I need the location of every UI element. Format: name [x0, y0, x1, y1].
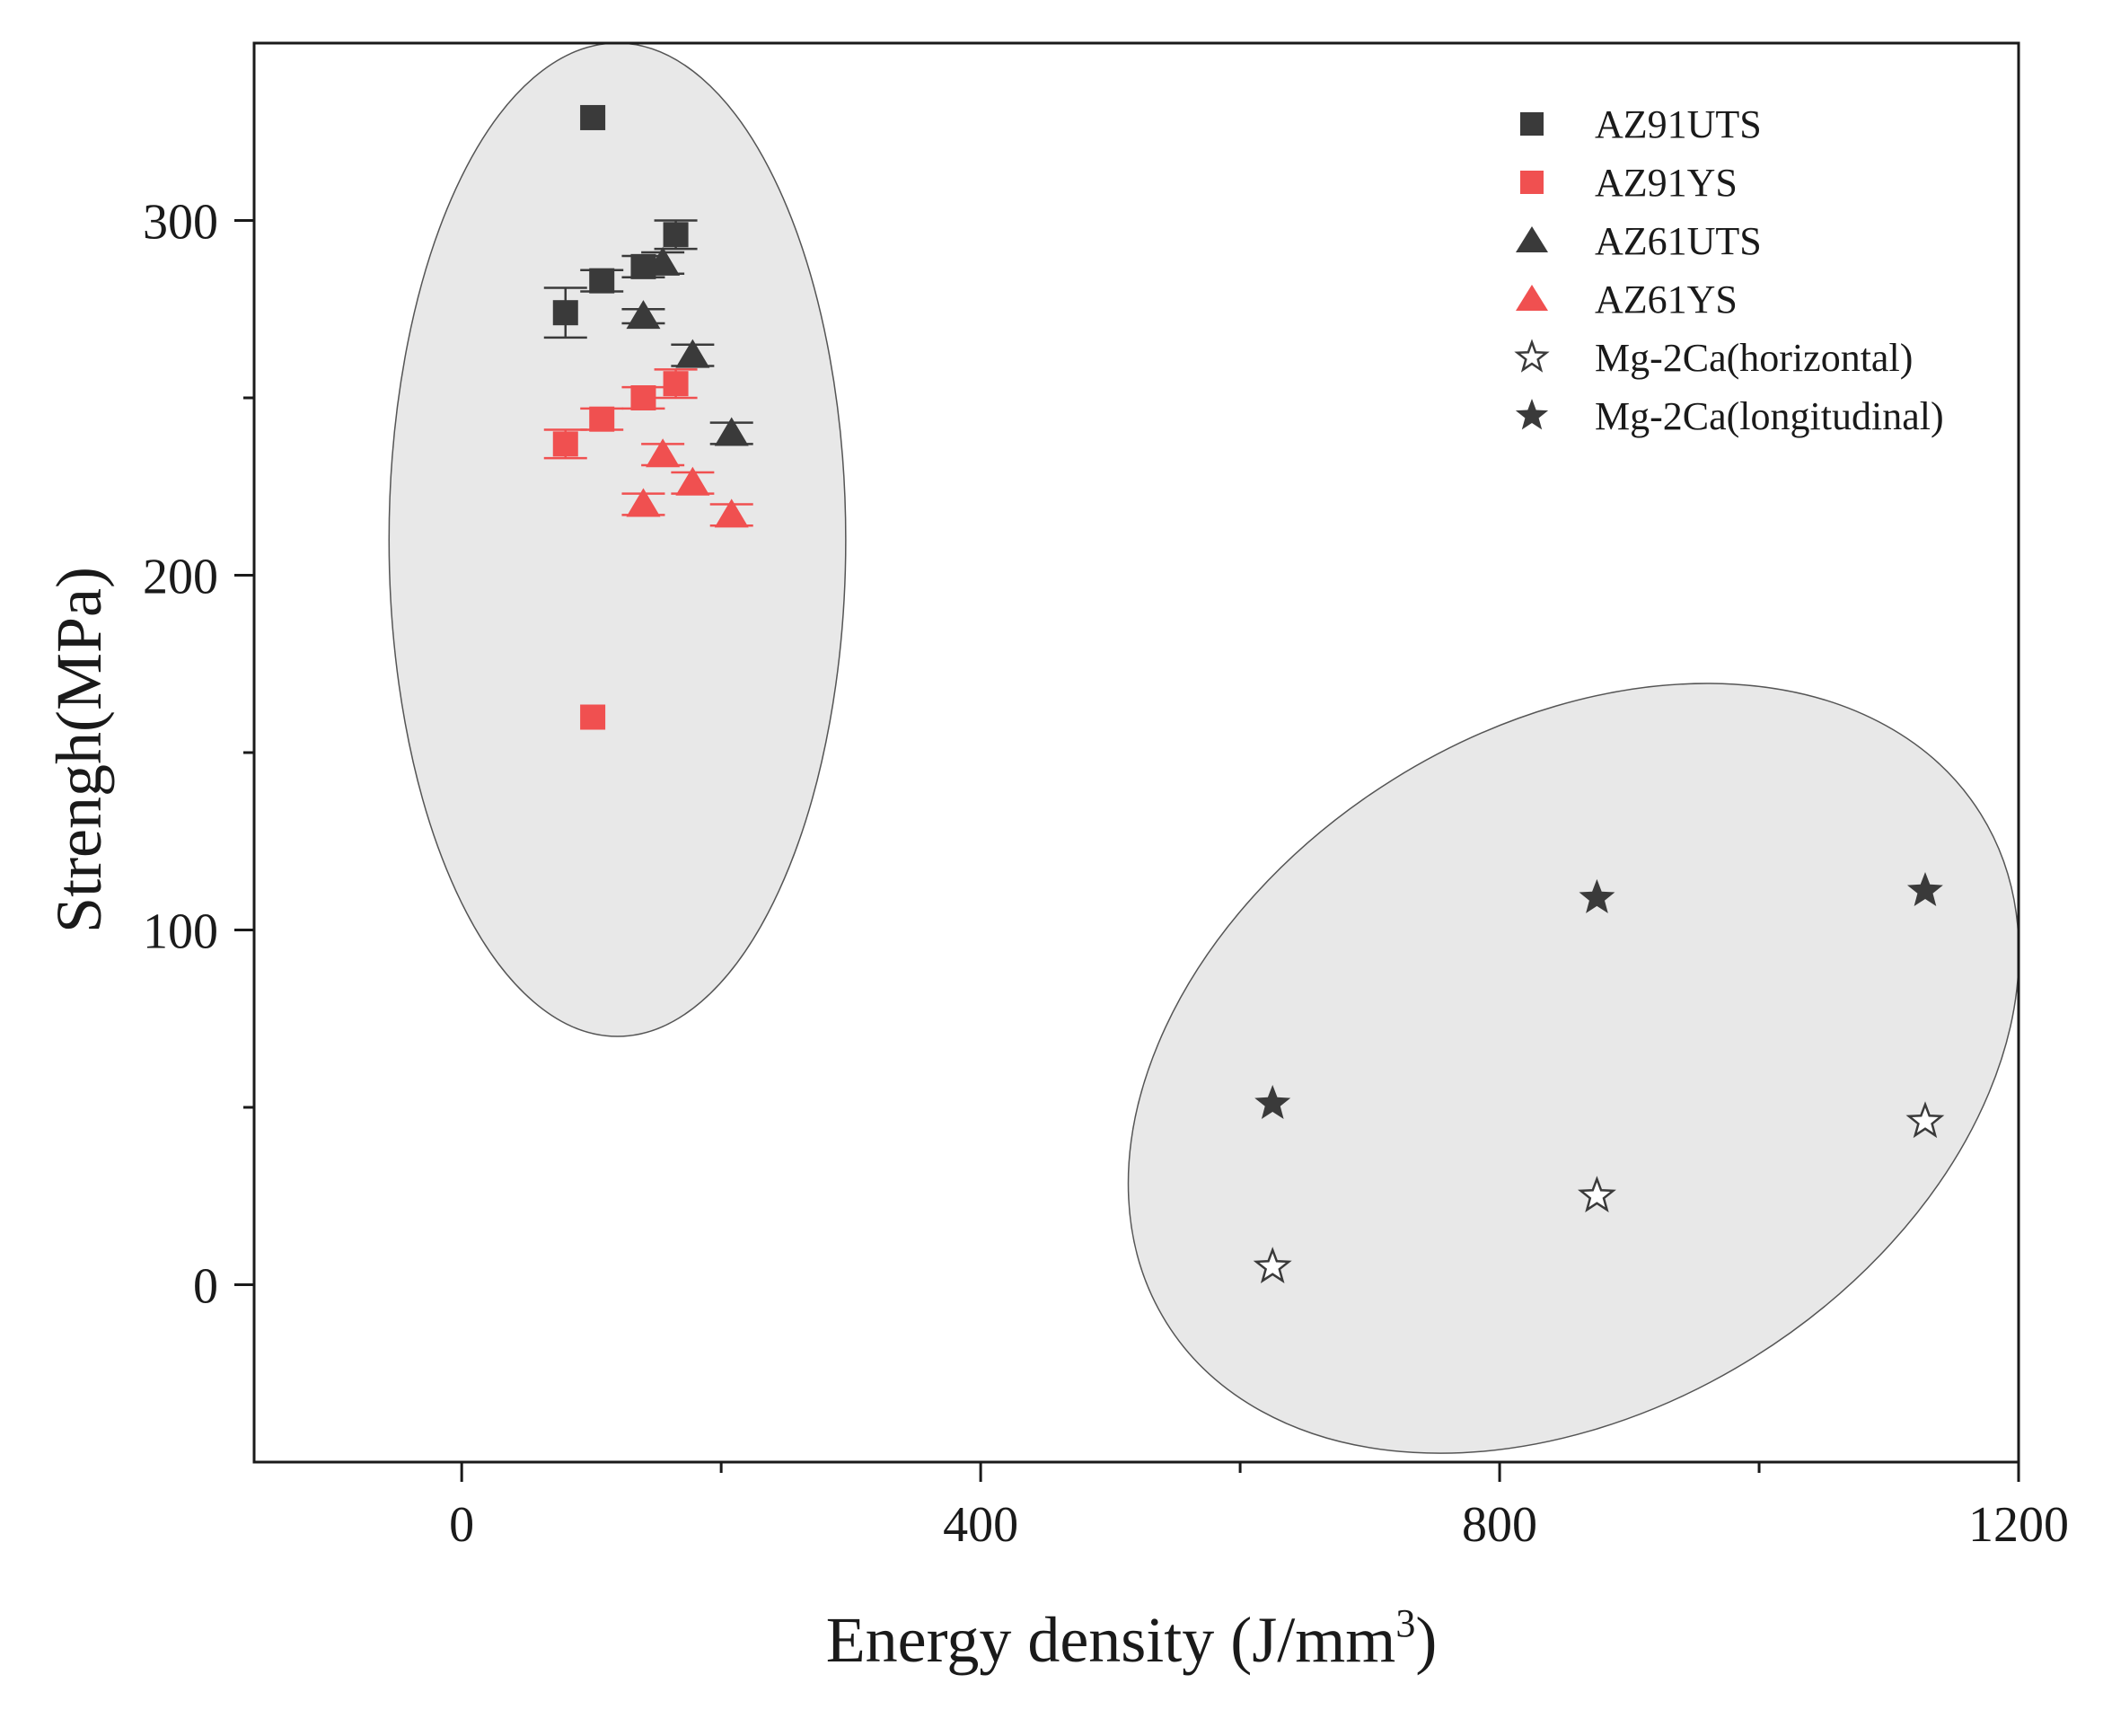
legend-label-az91uts: AZ91UTS	[1595, 102, 1762, 146]
x-axis-title: Energy density (J/mm3)	[826, 1601, 1438, 1676]
legend: AZ91UTS AZ91YS AZ61UTS AZ61YS Mg-2Ca(horizon…	[1514, 102, 1944, 438]
marker-az61uts	[675, 339, 710, 368]
legend-marker-mg-2ca-horizontal	[1514, 339, 1550, 373]
y-tick-label: 0	[193, 1259, 218, 1315]
marker-az91ys	[663, 371, 689, 397]
marker-az91ys	[630, 385, 656, 410]
marker-mg-2ca-horizontal	[1905, 1101, 1945, 1139]
marker-az91uts	[552, 300, 578, 326]
marker-az61ys	[626, 488, 661, 517]
marker-az61ys	[675, 466, 710, 496]
marker-mg-2ca-longitudinal	[1579, 878, 1615, 913]
x-tick-label: 400	[943, 1497, 1018, 1553]
x-tick-label: 1200	[1968, 1497, 2069, 1553]
y-tick-label: 300	[143, 195, 218, 251]
marker-az91ys	[552, 431, 578, 457]
legend-label-az91ys: AZ91YS	[1595, 161, 1738, 205]
marker-az91uts	[580, 104, 606, 130]
legend-marker-az91uts	[1520, 112, 1544, 136]
axes: 0 400 800 1200 0 100 200 300	[143, 41, 2069, 1553]
legend-marker-az61ys	[1516, 285, 1548, 311]
marker-az91uts	[663, 222, 689, 248]
marker-az61ys	[646, 438, 681, 468]
y-tick-label: 200	[143, 550, 218, 605]
legend-marker-mg-2ca-longitudinal	[1515, 399, 1549, 430]
marker-mg-2ca-horizontal	[1253, 1247, 1292, 1283]
legend-label-mg-2ca-longitudinal: Mg-2Ca(longitudinal)	[1595, 394, 1944, 438]
legend-marker-az61uts	[1516, 226, 1548, 252]
marker-az61uts	[646, 246, 681, 276]
marker-az61uts	[714, 417, 749, 446]
data-markers	[552, 104, 1945, 1283]
marker-az91uts	[589, 268, 615, 294]
x-tick-label: 0	[449, 1497, 474, 1553]
y-tick-label: 100	[143, 904, 218, 960]
marker-az61ys	[714, 498, 749, 528]
cluster-ellipses	[388, 42, 2020, 1454]
legend-marker-az91ys	[1520, 171, 1544, 194]
marker-mg-2ca-longitudinal	[1907, 872, 1943, 906]
legend-label-az61uts: AZ61UTS	[1595, 219, 1762, 263]
marker-mg-2ca-horizontal	[1578, 1176, 1616, 1212]
marker-mg-2ca-longitudinal	[1254, 1085, 1291, 1119]
marker-az91ys	[589, 406, 615, 432]
legend-label-mg-2ca-horizontal: Mg-2Ca(horizontal)	[1595, 336, 1913, 380]
x-tick-label: 800	[1462, 1497, 1537, 1553]
Mg-2Ca-cluster	[1127, 683, 2020, 1454]
legend-label-az61ys: AZ61YS	[1595, 278, 1738, 322]
y-axis-title: Strengh(MPa)	[43, 567, 115, 933]
marker-az61uts	[626, 300, 661, 330]
AZ-alloys-cluster	[388, 42, 847, 1037]
marker-az91ys	[580, 704, 606, 730]
